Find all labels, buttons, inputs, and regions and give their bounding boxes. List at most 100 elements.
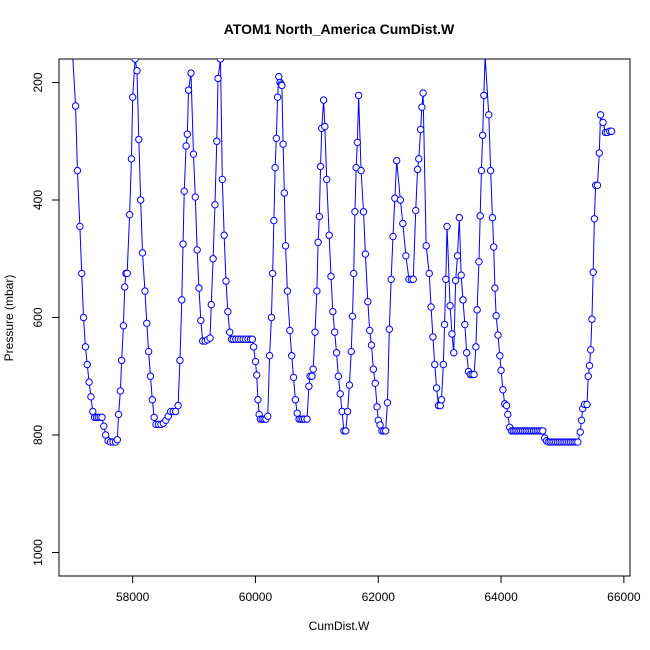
- data-point: [286, 326, 294, 335]
- data-point: [135, 135, 143, 144]
- data-point: [313, 287, 321, 295]
- data-point: [136, 196, 145, 204]
- data-point: [365, 326, 374, 335]
- data-point: [264, 412, 272, 420]
- data-point: [275, 72, 283, 81]
- data-point: [121, 283, 129, 291]
- data-point: [148, 396, 157, 404]
- data-point: [343, 407, 352, 416]
- data-point: [182, 142, 190, 150]
- data-point: [607, 127, 616, 135]
- data-point: [216, 59, 225, 63]
- data-point: [412, 206, 420, 215]
- data-point: [480, 91, 488, 100]
- data-point: [119, 322, 128, 330]
- data-point: [478, 131, 487, 140]
- data-point: [309, 365, 317, 373]
- data-point: [350, 269, 358, 278]
- data-point: [206, 334, 214, 342]
- data-point: [193, 246, 201, 254]
- data-point: [128, 93, 137, 101]
- data-point: [279, 140, 287, 148]
- data-point: [336, 390, 344, 398]
- data-point: [595, 149, 603, 157]
- data-point: [588, 315, 596, 323]
- data-point: [396, 196, 405, 204]
- series-line: [72, 59, 612, 443]
- data-point: [583, 400, 591, 409]
- data-point: [361, 250, 370, 258]
- data-point: [574, 438, 582, 446]
- data-point: [144, 347, 153, 356]
- data-point: [364, 297, 372, 306]
- data-point: [584, 372, 592, 380]
- data-point: [125, 210, 134, 219]
- data-point: [334, 372, 343, 380]
- data-point: [462, 349, 471, 357]
- x-tick-label: 62000: [362, 590, 396, 604]
- x-tick-label: 60000: [239, 590, 273, 604]
- data-point: [179, 240, 187, 248]
- y-tick-label: 1000: [31, 539, 45, 566]
- data-point: [502, 401, 511, 410]
- data-point: [367, 341, 376, 349]
- chart-title: ATOM1 North_America CumDist.W: [224, 21, 455, 37]
- data-point: [191, 193, 200, 201]
- data-point: [381, 427, 390, 435]
- x-tick-label: 58000: [116, 590, 150, 604]
- data-point: [499, 386, 507, 394]
- data-point: [348, 312, 357, 321]
- series-path: [72, 59, 612, 443]
- data-point: [73, 166, 82, 175]
- data-point: [359, 208, 368, 216]
- data-point: [576, 428, 584, 436]
- data-point: [79, 313, 88, 322]
- data-point: [325, 231, 333, 239]
- data-point: [472, 343, 480, 351]
- data-point: [174, 401, 182, 410]
- data-point: [178, 296, 186, 304]
- data-point: [218, 175, 227, 184]
- data-point: [127, 155, 136, 163]
- data-point: [357, 166, 365, 175]
- data-point: [195, 284, 203, 292]
- data-point: [353, 138, 362, 147]
- data-point: [392, 156, 401, 165]
- data-point: [267, 313, 276, 322]
- data-point: [76, 222, 84, 231]
- data-point: [427, 303, 435, 311]
- data-point: [281, 242, 290, 250]
- data-point: [418, 103, 426, 111]
- data-point: [443, 222, 451, 231]
- data-point: [214, 74, 222, 83]
- data-point: [213, 137, 221, 145]
- data-point: [399, 219, 407, 228]
- data-point: [442, 275, 450, 284]
- y-tick-label: 400: [31, 190, 45, 210]
- data-point: [485, 111, 493, 119]
- data-point: [81, 343, 90, 351]
- data-point: [440, 320, 449, 329]
- data-point: [494, 331, 502, 339]
- data-point: [83, 360, 91, 369]
- data-point: [476, 212, 484, 220]
- data-point: [141, 287, 149, 295]
- data-point: [187, 69, 195, 77]
- data-point: [69, 50, 75, 56]
- plot-area-border: [58, 58, 631, 577]
- data-point: [496, 351, 504, 360]
- data-point: [265, 351, 274, 360]
- y-axis: 200 400 600 800 1000: [31, 72, 59, 566]
- data-point: [490, 243, 498, 251]
- data-point: [475, 257, 483, 266]
- data-point: [272, 134, 281, 143]
- data-point: [451, 276, 460, 285]
- data-point: [117, 356, 126, 365]
- data-point: [330, 328, 339, 336]
- data-point: [248, 335, 257, 343]
- data-point: [314, 238, 322, 247]
- data-point: [270, 216, 278, 225]
- data-point: [251, 357, 260, 366]
- data-point: [457, 271, 465, 279]
- data-point: [450, 349, 458, 357]
